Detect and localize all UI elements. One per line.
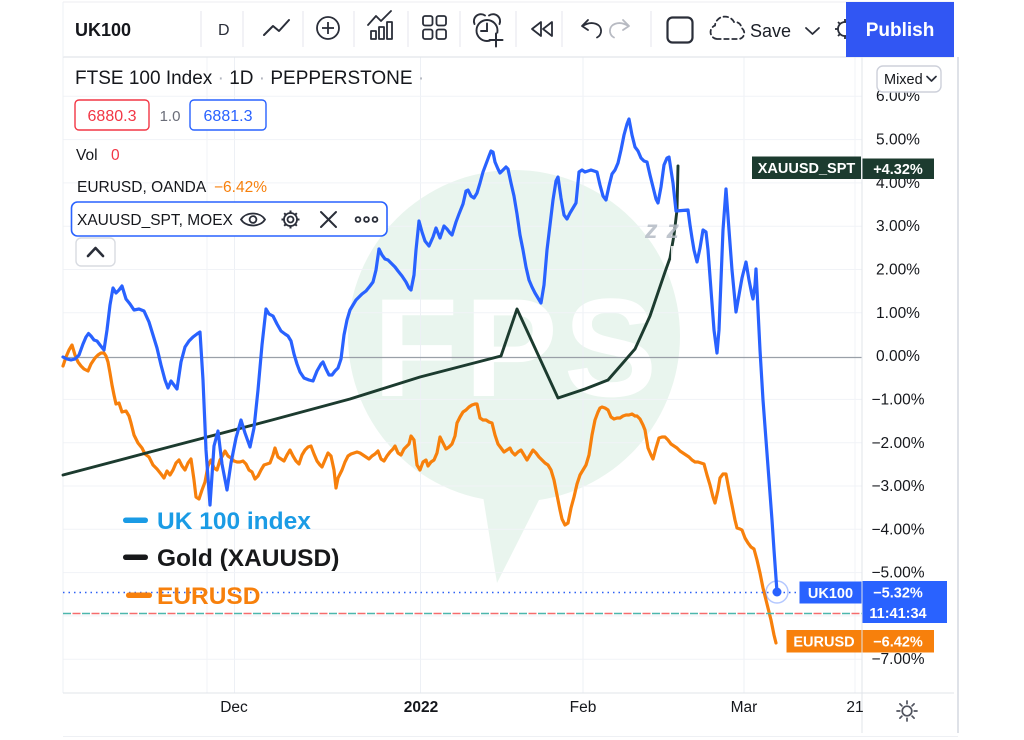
svg-text:EURUSD: EURUSD xyxy=(157,583,260,610)
svg-text:2022: 2022 xyxy=(404,699,438,716)
svg-text:Save: Save xyxy=(750,21,791,41)
svg-text:−7.00%: −7.00% xyxy=(871,651,924,668)
svg-text:Publish: Publish xyxy=(866,20,935,41)
svg-text:11:41:34: 11:41:34 xyxy=(869,606,926,622)
svg-text:+4.32%: +4.32% xyxy=(873,162,923,178)
svg-text:−5.00%: −5.00% xyxy=(871,565,924,582)
svg-text:XAUUSD_SPT, MOEX: XAUUSD_SPT, MOEX xyxy=(77,212,234,229)
svg-text:−2.00%: −2.00% xyxy=(871,435,924,452)
svg-text:1.0: 1.0 xyxy=(160,108,181,125)
svg-text:21: 21 xyxy=(846,699,863,716)
svg-text:4.00%: 4.00% xyxy=(876,175,920,192)
svg-text:D: D xyxy=(218,22,230,39)
svg-text:−1.00%: −1.00% xyxy=(871,392,924,409)
svg-text:0: 0 xyxy=(111,147,120,164)
svg-text:Feb: Feb xyxy=(570,699,597,716)
svg-text:1.00%: 1.00% xyxy=(876,305,920,322)
svg-text:0.00%: 0.00% xyxy=(876,348,920,365)
svg-text:2.00%: 2.00% xyxy=(876,262,920,279)
svg-text:Mar: Mar xyxy=(731,699,758,716)
svg-text:−6.42%: −6.42% xyxy=(873,635,923,651)
svg-text:−6.42%: −6.42% xyxy=(214,179,267,196)
svg-text:FPS: FPS xyxy=(373,269,663,426)
svg-text:EURUSD, OANDA: EURUSD, OANDA xyxy=(77,179,207,196)
svg-text:FTSE 100 Index · 1D · PEPPERST: FTSE 100 Index · 1D · PEPPERSTONE · xyxy=(75,68,424,89)
svg-text:UK100: UK100 xyxy=(808,586,853,602)
svg-text:Mixed: Mixed xyxy=(884,72,923,88)
svg-text:zz: zz xyxy=(644,216,688,244)
svg-text:−5.32%: −5.32% xyxy=(873,586,923,602)
svg-text:EURUSD: EURUSD xyxy=(793,635,854,651)
svg-text:−3.00%: −3.00% xyxy=(871,478,924,495)
svg-text:5.00%: 5.00% xyxy=(876,132,920,149)
svg-text:Vol: Vol xyxy=(76,147,98,164)
svg-text:Dec: Dec xyxy=(220,699,248,716)
svg-text:UK100: UK100 xyxy=(75,20,131,40)
svg-text:3.00%: 3.00% xyxy=(876,218,920,235)
svg-text:XAUUSD_SPT: XAUUSD_SPT xyxy=(758,161,856,177)
svg-text:Gold (XAUUSD): Gold (XAUUSD) xyxy=(157,545,339,572)
svg-text:−4.00%: −4.00% xyxy=(871,522,924,539)
svg-text:UK 100 index: UK 100 index xyxy=(157,508,311,535)
svg-text:6881.3: 6881.3 xyxy=(204,108,253,125)
svg-text:6880.3: 6880.3 xyxy=(88,108,137,125)
